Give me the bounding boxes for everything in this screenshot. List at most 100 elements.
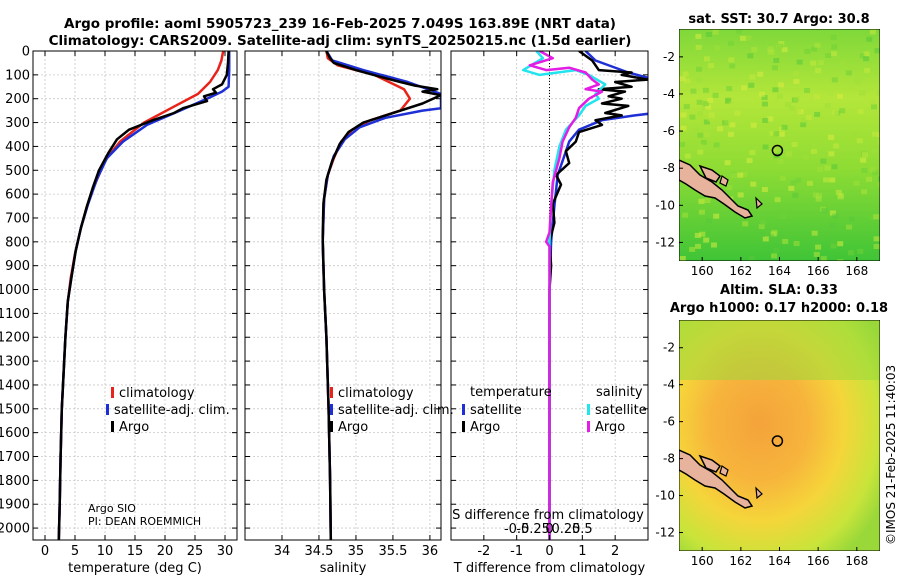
map-y-tick-label: -8 [663,452,675,466]
argo-org: Argo SIO [88,502,136,515]
sst-texture-cell [768,233,775,239]
sst-texture-cell [757,71,764,77]
sst-island-1 [679,159,754,219]
map-y-tick-label: -8 [663,161,675,175]
sst-texture-cell [679,81,686,87]
diff-legend-tsat: satellite [470,403,522,418]
sst-texture-cell [801,118,808,124]
sst-texture-cell [859,53,866,59]
s-tick-label: 0.25 [551,522,580,537]
y-tick-label: 300 [5,116,30,131]
sst-texture-cell [830,239,837,245]
y-tick-label: 0 [22,45,30,60]
x-axis-label: T difference from climatology [453,561,646,576]
sst-texture-cell [696,77,703,83]
map-x-tick-label: 168 [845,554,868,568]
sst-texture-cell [726,184,733,190]
sst-texture-cell [762,118,769,123]
x-tick-label: 0 [41,544,49,559]
sst-texture-cell [708,112,715,118]
x-tick-label: 1 [578,544,586,559]
sst-texture-cell [705,218,712,224]
sla-island-2 [698,454,722,473]
sla-map-subtitle: Argo h1000: 0.17 h2000: 0.18 [670,301,888,316]
sst-texture-cell [711,242,717,248]
sst-texture-cell [745,35,752,41]
sst-texture-cell [873,214,880,220]
sst-texture-cell [839,60,846,66]
sst-texture-cell [729,63,736,69]
sst-texture-cell [679,142,685,147]
sst-texture-cell [777,93,783,99]
sst-texture-cell [758,231,765,237]
sst-texture-cell [696,99,703,105]
sst-texture-cell [740,35,747,41]
sst-texture-cell [788,185,795,191]
sst-texture-cell [835,189,842,195]
diff-legend-swatch-tsat [462,404,465,415]
sst-texture-cell [874,48,880,54]
sst-texture-cell [854,79,861,85]
sst-texture-cell [792,71,799,77]
sst-texture-cell [837,241,844,247]
sst-texture-cell [712,92,719,98]
sst-texture-cell [792,192,799,198]
sla-float-marker [771,435,784,447]
sst-island-2 [698,164,722,183]
sst-texture-cell [853,180,860,186]
sst-texture-cell [777,82,784,88]
sst-texture-cell [791,142,798,147]
sst-texture-cell [741,171,748,177]
sst-texture-cell [692,126,699,132]
series-group [321,51,441,540]
sst-texture-cell [690,88,697,94]
x-tick-label: 35.5 [378,544,407,559]
diff-legend-swatch-ssat [587,404,590,415]
sst-texture-cell [778,131,785,137]
sst-texture-cell [814,111,821,117]
sst-texture-cell [758,224,765,230]
sst-texture-cell [785,102,792,108]
sst-texture-cell [811,46,818,52]
series-group [57,51,231,540]
sst-texture-cell [814,94,820,100]
sst-texture-cell [772,65,778,71]
sst-texture-cell [777,159,784,165]
sst-texture-cell [773,247,780,253]
map-x-tick-label: 168 [845,264,868,278]
sst-texture-cell [804,49,811,54]
y-tick-label: 800 [5,235,30,250]
sst-texture-cell [793,96,800,102]
sst-texture-cell [730,172,737,178]
x-tick-label: 25 [187,544,204,559]
sst-texture-cell [761,95,768,100]
sla-island-4 [755,486,763,500]
y-tick-label: 1300 [0,355,30,370]
sst-texture-cell [828,151,835,157]
sst-texture-cell [821,208,828,214]
sst-texture-cell [786,151,792,157]
sst-texture-cell [847,250,854,256]
s-tick-label: 0 [545,522,553,537]
diff-legend-temp-title: temperature [470,385,552,400]
sst-texture-cell [767,46,774,52]
x-tick-label: 34 [274,544,291,559]
sst-texture-cell [815,244,822,250]
y-tick-label: 1200 [0,331,30,346]
sst-texture-cell [782,238,789,244]
sst-texture-cell [773,96,780,102]
sst-texture-cell [714,45,721,51]
sst-float-marker [771,144,784,157]
sst-texture-cell [830,34,837,40]
temp-legend-swatch-argo [111,421,114,432]
sst-texture-cell [815,68,822,74]
y-tick-label: 2000 [0,522,30,537]
sst-island-4 [755,196,763,210]
sst-texture-cell [707,97,714,103]
x-tick-label: 36 [422,544,439,559]
sst-texture-cell [679,256,686,261]
sst-texture-cell [831,77,838,83]
sst-texture-cell [702,87,709,93]
pi-name: PI: DEAN ROEMMICH [88,515,201,528]
